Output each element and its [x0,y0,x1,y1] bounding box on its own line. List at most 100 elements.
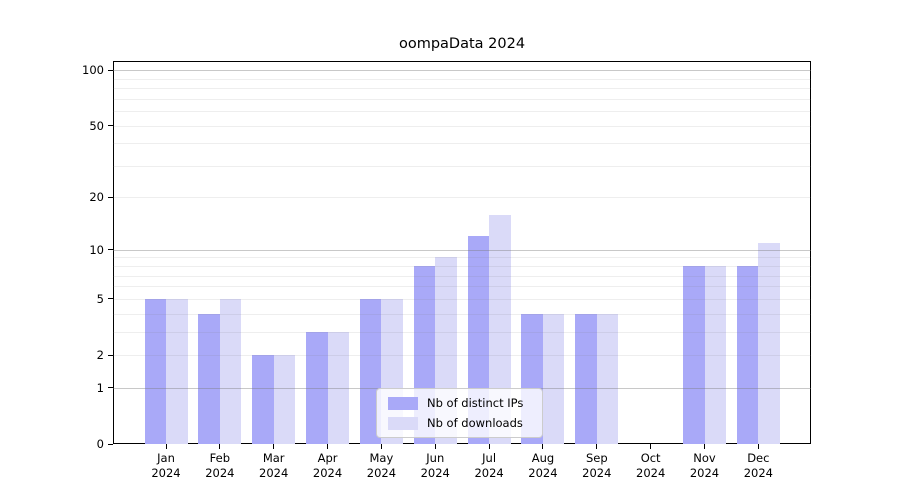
x-tick-label-aug: Aug 2024 [508,451,578,481]
gridline-minor-9 [113,257,811,259]
x-tick-may [380,444,382,449]
bar-nb-of-downloads-jul [489,214,511,444]
y-tick-10 [108,249,113,251]
month-label: Aug [531,451,555,465]
y-tick-label-1: 1 [96,380,104,395]
year-label: 2024 [312,466,343,480]
x-tick-label-mar: Mar 2024 [239,451,309,481]
gridline-minor-80 [113,88,811,90]
x-tick-label-nov: Nov 2024 [670,451,740,481]
year-label: 2024 [151,466,181,480]
y-tick-50 [108,125,113,127]
legend: Nb of distinct IPs Nb of downloads [376,388,543,438]
year-label: 2024 [528,466,558,480]
bar-nb-of-distinct-ips-dec [736,266,759,444]
x-tick-aug [542,444,544,449]
y-tick-label-5: 5 [96,291,104,306]
x-tick-sep [596,444,598,449]
x-tick-nov [704,444,705,449]
y-tick-label-50: 50 [89,118,104,133]
month-label: Jun [426,451,445,465]
x-tick-apr [327,444,329,449]
x-tick-dec [757,444,759,449]
y-tick-label-10: 10 [89,242,104,257]
legend-swatch-distinct-ips [388,396,418,410]
x-tick-jul [488,444,490,449]
x-tick-label-oct: Oct 2024 [616,451,686,481]
y-tick-0 [108,443,113,445]
x-tick-label-jul: Jul 2024 [454,451,524,481]
y-tick-label-20: 20 [89,190,104,205]
year-label: 2024 [366,466,397,480]
year-label: 2024 [689,466,720,480]
gridline-minor-70 [113,98,811,100]
legend-swatch-downloads [388,416,418,430]
x-tick-label-apr: Apr 2024 [293,451,363,481]
gridline-major-10 [113,249,811,251]
y-tick-1 [108,387,113,389]
gridline-minor-4 [113,313,811,315]
month-label: Jan [157,451,175,465]
bar-nb-of-distinct-ips-mar [252,355,274,444]
gridline-minor-30 [113,165,811,167]
bar-nb-of-downloads-nov [704,266,726,444]
bar-nb-of-distinct-ips-feb [198,313,220,444]
bar-nb-of-distinct-ips-sep [575,313,597,444]
bar-nb-of-downloads-dec [758,242,780,444]
y-tick-5 [108,298,113,300]
x-tick-oct [650,444,652,449]
gridline-minor-2 [113,355,811,356]
bar-nb-of-downloads-jan [166,298,188,444]
year-label: 2024 [259,466,289,480]
month-label: Sep [585,451,608,465]
y-tick-100 [108,69,113,71]
month-label: Nov [693,451,716,465]
month-label: Apr [317,451,338,465]
year-label: 2024 [636,466,666,480]
gridline-major-100 [113,70,811,72]
x-tick-label-may: May 2024 [346,451,416,481]
gridline-minor-8 [113,266,811,268]
legend-item-downloads: Nb of downloads [388,416,532,430]
bar-nb-of-distinct-ips-jan [144,298,166,444]
x-tick-jan [165,444,167,449]
legend-label-distinct-ips: Nb of distinct IPs [427,396,524,410]
gridline-minor-90 [113,78,811,80]
month-label: Mar [262,451,285,465]
year-label: 2024 [420,466,450,480]
x-tick-label-sep: Sep 2024 [562,451,632,481]
bar-nb-of-downloads-sep [596,313,619,444]
gridline-minor-5 [113,298,811,300]
gridline-minor-6 [113,286,811,288]
legend-label-downloads: Nb of downloads [427,416,523,430]
bar-nb-of-downloads-aug [542,313,565,444]
gridline-minor-3 [113,331,811,333]
x-tick-label-feb: Feb 2024 [185,451,255,481]
y-tick-label-0: 0 [96,437,104,451]
year-label: 2024 [474,466,504,480]
year-label: 2024 [582,466,612,480]
x-tick-label-jun: Jun 2024 [400,451,470,481]
x-tick-label-jan: Jan 2024 [131,451,201,481]
month-label: Jul [482,451,497,465]
legend-item-distinct-ips: Nb of distinct IPs [388,396,532,410]
bar-nb-of-downloads-mar [273,355,296,444]
y-tick-label-2: 2 [96,348,104,362]
bar-nb-of-downloads-feb [219,298,242,444]
y-tick-2 [108,354,113,356]
x-tick-jun [434,444,436,449]
gridline-minor-7 [113,275,811,277]
x-tick-feb [219,444,221,449]
month-label: Dec [747,451,770,465]
gridline-minor-40 [113,143,811,145]
chart-title: oompaData 2024 [398,36,526,52]
year-label: 2024 [743,466,773,480]
x-tick-mar [273,444,275,449]
gridline-minor-50 [113,125,811,127]
month-label: Oct [640,451,661,465]
plot-area [113,61,811,444]
gridline-minor-20 [113,197,811,199]
bar-nb-of-distinct-ips-nov [683,266,705,444]
year-label: 2024 [205,466,235,480]
